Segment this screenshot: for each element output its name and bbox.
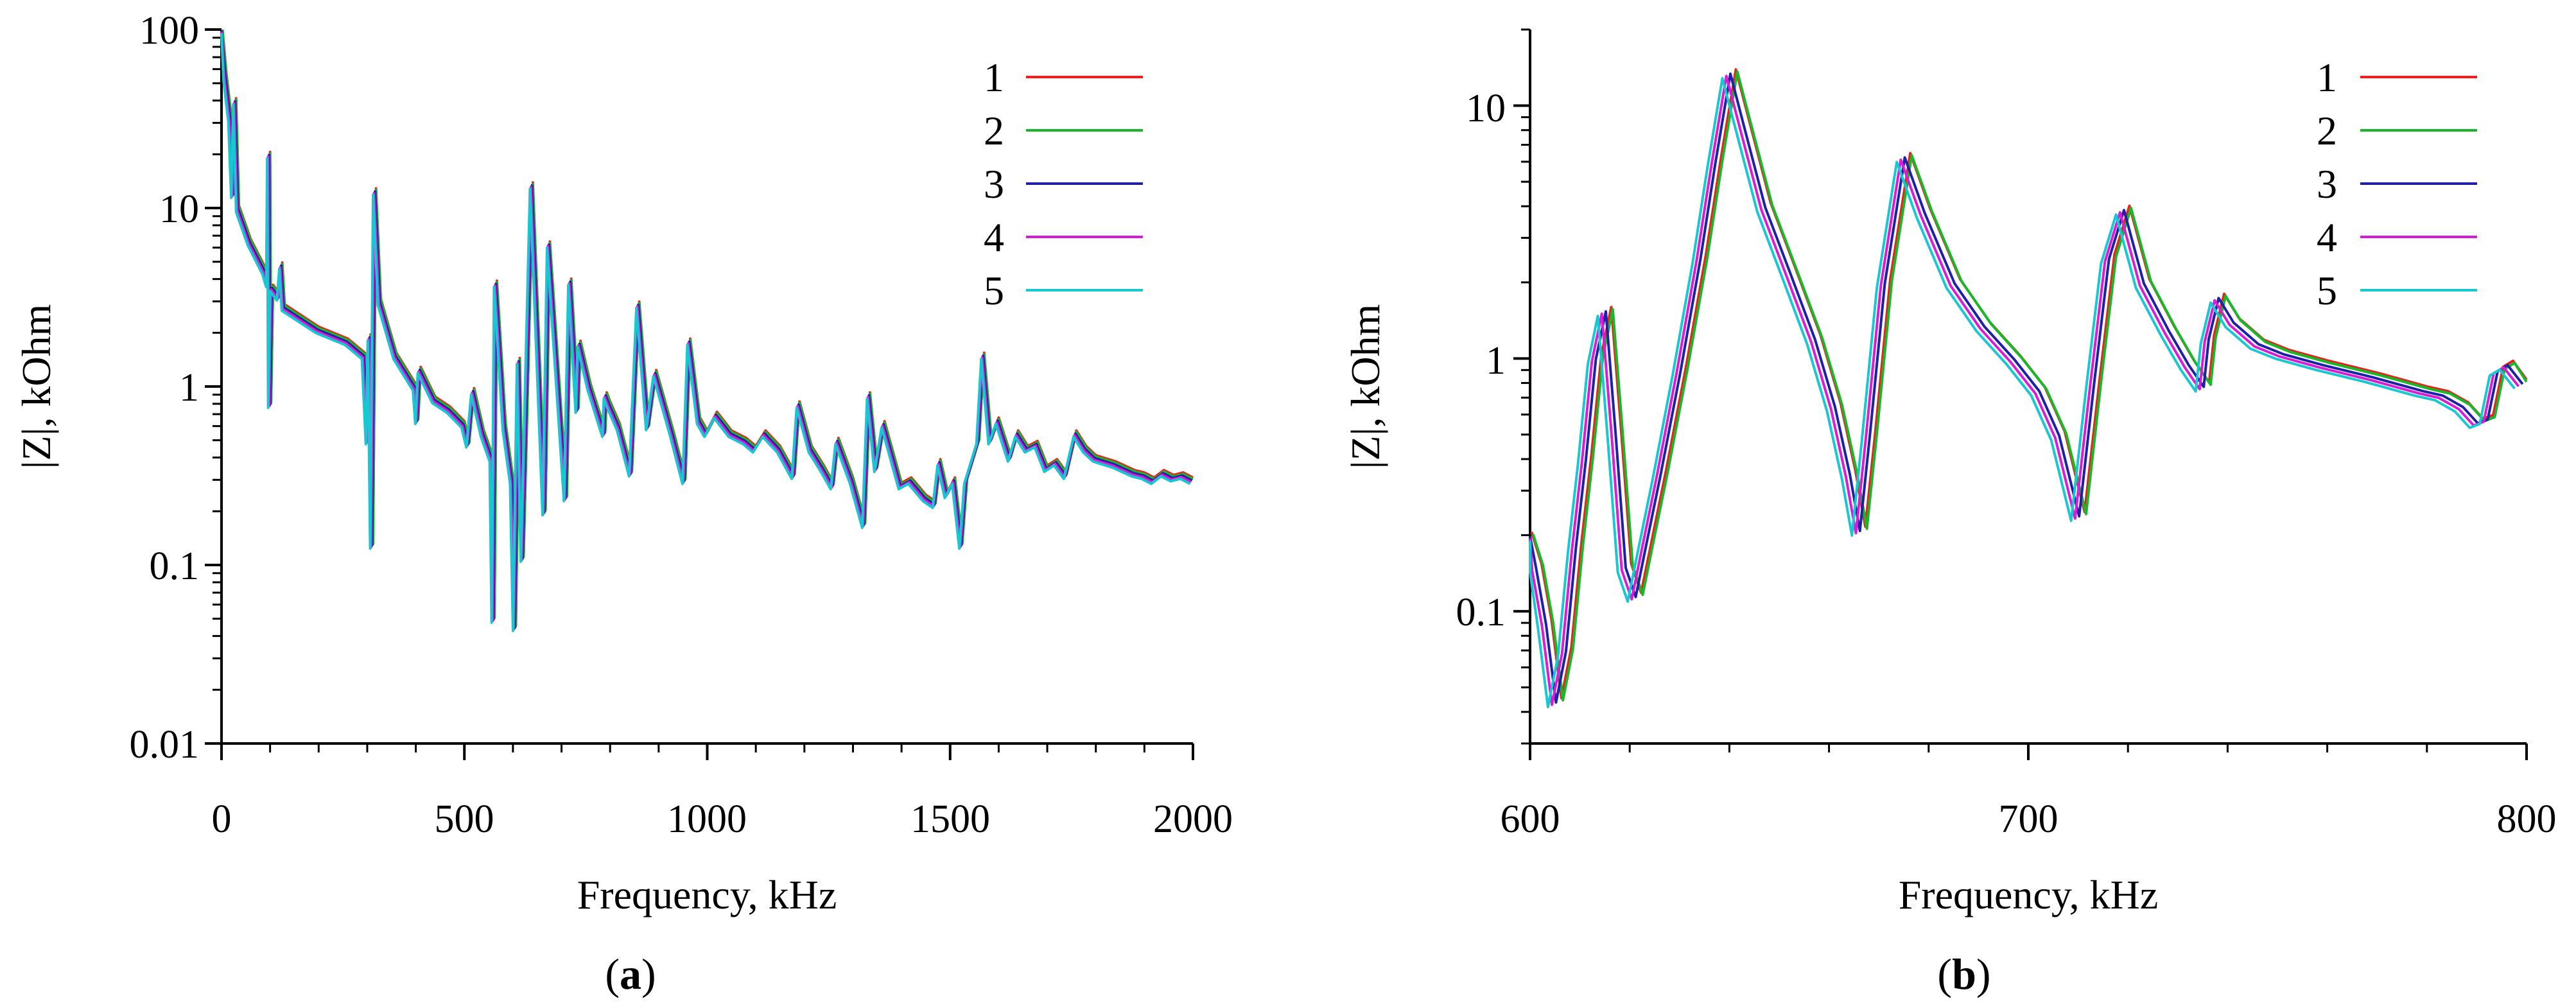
panel-a-ticks bbox=[205, 28, 1194, 760]
series-1-line bbox=[221, 29, 1194, 626]
panel-a-ytick-label: 10 bbox=[159, 187, 199, 231]
legend-label-2: 2 bbox=[984, 108, 1004, 153]
panel-a-series bbox=[220, 29, 1194, 632]
panel-a-y-axis-title: |Z|, kOhm bbox=[13, 304, 59, 469]
panel-a-caption: (a) bbox=[605, 950, 656, 998]
series-2-line bbox=[1531, 70, 2528, 702]
series-2-line bbox=[221, 29, 1194, 628]
panel-a-ytick-label: 100 bbox=[139, 9, 199, 53]
panel-b-xtick-label: 600 bbox=[1501, 797, 1560, 841]
series-3-line bbox=[1529, 72, 2524, 704]
panel-b-series bbox=[1529, 68, 2528, 709]
panel-a-xtick-label: 0 bbox=[212, 797, 232, 841]
legend-label-3: 3 bbox=[2317, 161, 2337, 207]
panel-a-xtick-label: 1000 bbox=[667, 797, 747, 841]
panel-b-ytick-label: 10 bbox=[1466, 87, 1506, 130]
panel-b-xtick-label: 700 bbox=[1999, 797, 2058, 841]
series-3-line bbox=[220, 30, 1193, 629]
legend-label-1: 1 bbox=[984, 55, 1004, 100]
legend-label-4: 4 bbox=[984, 214, 1004, 260]
panel-b: 0.1 1 10 600 700 800 Frequency, kHz |Z|,… bbox=[1343, 28, 2557, 998]
series-5-line bbox=[220, 33, 1191, 632]
panel-b-caption: (b) bbox=[1937, 950, 1990, 998]
panel-b-ytick-label: 0.1 bbox=[1456, 591, 1506, 634]
panel-a-ytick-label: 1 bbox=[179, 366, 199, 410]
panel-b-x-axis-title: Frequency, kHz bbox=[1899, 872, 2159, 917]
legend-label-1: 1 bbox=[2317, 55, 2337, 100]
panel-a-ytick-label: 0.1 bbox=[150, 544, 200, 588]
legend-label-3: 3 bbox=[984, 161, 1004, 207]
panel-a: 0.01 0.1 1 10 100 0 500 1000 1500 2000 F… bbox=[13, 9, 1233, 998]
series-4-line bbox=[220, 31, 1192, 631]
panel-b-xtick-label: 800 bbox=[2497, 797, 2557, 841]
panel-a-xtick-label: 2000 bbox=[1153, 797, 1233, 841]
panel-a-ytick-label: 0.01 bbox=[130, 723, 200, 767]
panel-a-xtick-label: 500 bbox=[435, 797, 494, 841]
legend-label-4: 4 bbox=[2317, 214, 2337, 260]
legend-label-5: 5 bbox=[2317, 268, 2337, 313]
legend-label-2: 2 bbox=[2317, 108, 2337, 153]
panel-b-ytick-label: 1 bbox=[1486, 339, 1506, 383]
panel-a-legend: 1 2 3 4 5 bbox=[984, 55, 1143, 313]
series-5-line bbox=[1529, 77, 2516, 709]
panel-b-y-axis-title: |Z|, kOhm bbox=[1343, 304, 1388, 469]
panel-b-caption-letter: b bbox=[1952, 950, 1976, 998]
panel-a-xtick-label: 1500 bbox=[910, 797, 990, 841]
series-4-line bbox=[1529, 74, 2520, 706]
panel-b-ticks bbox=[1513, 28, 2528, 760]
panel-b-legend: 1 2 3 4 5 bbox=[2317, 55, 2477, 313]
panel-a-x-axis-title: Frequency, kHz bbox=[577, 872, 837, 917]
panel-a-caption-letter: a bbox=[620, 950, 641, 998]
legend-label-5: 5 bbox=[984, 268, 1004, 313]
